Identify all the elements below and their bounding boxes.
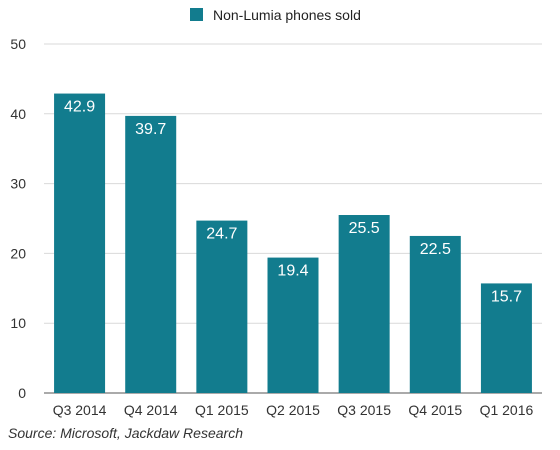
data-label: 19.4 — [277, 263, 308, 280]
y-tick-label: 50 — [10, 36, 26, 52]
bars: 42.9 39.7 24.7 19.4 25.5 22.5 15.7 — [54, 93, 532, 394]
legend-label: Non-Lumia phones sold — [213, 7, 361, 23]
data-label: 15.7 — [491, 288, 522, 305]
y-tick-label: 40 — [10, 106, 26, 122]
y-tick-label: 0 — [18, 385, 26, 401]
bar — [196, 220, 248, 393]
legend-swatch — [190, 8, 203, 21]
bar — [480, 283, 532, 393]
bar — [125, 115, 177, 394]
x-tick-label: Q4 2015 — [408, 402, 462, 418]
data-label: 42.9 — [64, 99, 95, 116]
x-axis-tick-labels: Q3 2014 Q4 2014 Q1 2015 Q2 2015 Q3 2015 Q4 20… — [53, 402, 534, 418]
data-label: 24.7 — [206, 226, 237, 243]
bar — [409, 235, 461, 393]
x-tick-label: Q1 2015 — [195, 402, 249, 418]
bar — [338, 215, 390, 393]
y-tick-label: 20 — [10, 245, 26, 261]
x-tick-label: Q4 2014 — [124, 402, 178, 418]
data-label: 39.7 — [135, 121, 166, 138]
y-tick-label: 30 — [10, 176, 26, 192]
bar — [54, 93, 106, 394]
legend: Non-Lumia phones sold — [190, 7, 361, 23]
bar — [267, 257, 319, 393]
source-note: Source: Microsoft, Jackdaw Research — [8, 425, 243, 441]
x-tick-label: Q2 2015 — [266, 402, 320, 418]
data-label: 22.5 — [420, 241, 451, 258]
data-label: 25.5 — [349, 220, 380, 237]
x-tick-label: Q3 2015 — [337, 402, 391, 418]
x-tick-label: Q1 2016 — [480, 402, 534, 418]
x-tick-label: Q3 2014 — [53, 402, 107, 418]
y-axis-tick-labels: 0 10 20 30 40 50 — [10, 36, 26, 401]
y-tick-label: 10 — [10, 315, 26, 331]
